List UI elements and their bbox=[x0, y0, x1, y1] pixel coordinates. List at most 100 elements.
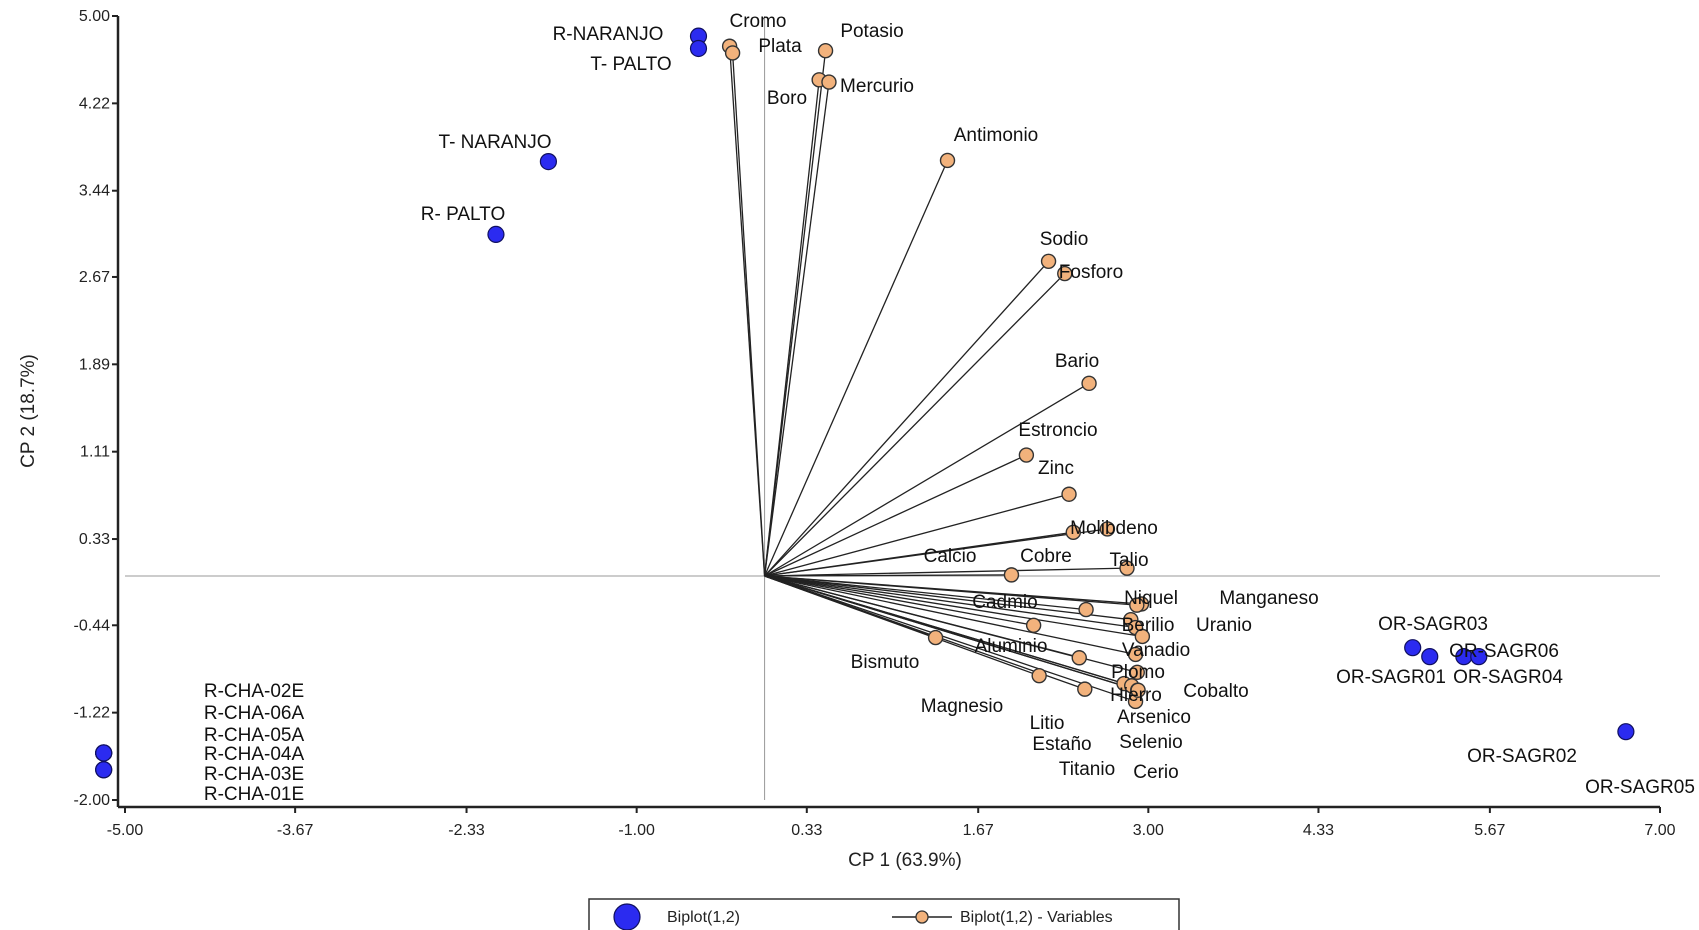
y-tick-label: 1.89 bbox=[79, 356, 110, 373]
variable-vector bbox=[764, 575, 1131, 621]
x-tick-label: 1.67 bbox=[963, 822, 994, 839]
variable-label: Calcio bbox=[924, 546, 977, 567]
variable-vector bbox=[764, 575, 1034, 626]
variable-marker bbox=[1003, 567, 1020, 583]
observation-marker bbox=[1470, 648, 1488, 666]
variable-marker bbox=[1129, 597, 1145, 613]
variable-vector bbox=[764, 575, 1087, 611]
variable-vector bbox=[764, 575, 1136, 656]
variable-marker bbox=[1129, 664, 1145, 681]
variable-vector bbox=[764, 567, 1128, 577]
variable-vector bbox=[764, 260, 1050, 577]
variable-label: Cobre bbox=[1020, 546, 1072, 567]
observation-label: OR-SAGR06 bbox=[1449, 641, 1559, 662]
y-tick-label: 1.11 bbox=[80, 444, 110, 461]
variable-marker bbox=[1018, 447, 1035, 463]
variable-label: Estaño bbox=[1032, 734, 1091, 755]
variable-vector bbox=[764, 575, 1136, 703]
variable-vector bbox=[764, 575, 1136, 629]
y-tick-label: 0.33 bbox=[79, 531, 110, 548]
variable-marker bbox=[1061, 486, 1077, 502]
variable-markers bbox=[721, 38, 1151, 710]
variable-label: Plomo bbox=[1111, 662, 1165, 683]
y-axis-title: CP 2 (18.7%) bbox=[18, 354, 39, 468]
observation-label: T- NARANJO bbox=[439, 132, 552, 153]
variable-vector bbox=[764, 273, 1066, 577]
variable-vector bbox=[764, 575, 1143, 638]
legend-label: Biplot(1,2) bbox=[667, 909, 740, 926]
observation-label: OR-SAGR02 bbox=[1467, 746, 1577, 767]
legend-label: Biplot(1,2) - Variables bbox=[960, 909, 1113, 926]
variable-label: Uranio bbox=[1196, 615, 1252, 636]
observation-marker bbox=[487, 225, 505, 243]
y-tick-label: -2.00 bbox=[74, 792, 111, 809]
observation-label: R-CHA-03E bbox=[204, 764, 304, 785]
observation-label: R-CHA-01E bbox=[204, 784, 304, 805]
observation-label: OR-SAGR01 bbox=[1336, 667, 1446, 688]
x-tick-label: 0.33 bbox=[791, 822, 822, 839]
observation-marker bbox=[1404, 639, 1422, 657]
legend-variable-marker bbox=[915, 910, 929, 924]
observation-label: R-CHA-02E bbox=[204, 681, 304, 702]
variable-label: Bario bbox=[1055, 351, 1099, 372]
variable-marker bbox=[1025, 617, 1042, 633]
variable-marker bbox=[1057, 265, 1073, 282]
variable-marker bbox=[724, 45, 741, 61]
variable-label: Cobalto bbox=[1183, 681, 1249, 702]
variable-marker bbox=[939, 152, 956, 169]
variable-label: Zinc bbox=[1038, 458, 1074, 479]
variable-marker bbox=[1134, 628, 1151, 645]
variable-marker bbox=[1081, 375, 1097, 392]
x-tick-label: 7.00 bbox=[1644, 822, 1675, 839]
variable-label: Molibdeno bbox=[1070, 518, 1158, 539]
y-tick-label: 4.22 bbox=[79, 95, 110, 112]
x-tick-label: -3.67 bbox=[277, 822, 314, 839]
variable-label: Berilio bbox=[1122, 615, 1175, 636]
variable-label: Antimonio bbox=[954, 125, 1039, 146]
variable-label: Cadmio bbox=[972, 592, 1037, 613]
variable-label: Boro bbox=[767, 88, 807, 109]
legend-observation-marker bbox=[613, 903, 641, 930]
variable-label: Talio bbox=[1109, 550, 1148, 571]
variable-marker bbox=[821, 74, 837, 90]
variable-marker bbox=[1078, 601, 1094, 618]
x-tick-label: -1.00 bbox=[618, 822, 655, 839]
observation-marker bbox=[95, 761, 113, 779]
variable-label: Cromo bbox=[729, 11, 786, 32]
variable-marker bbox=[817, 43, 834, 59]
variable-vector bbox=[764, 575, 1086, 690]
variable-label: Manganeso bbox=[1219, 588, 1318, 609]
variable-vector bbox=[764, 493, 1070, 577]
variable-marker bbox=[1119, 560, 1135, 576]
x-tick-label: -2.33 bbox=[448, 822, 485, 839]
x-axis-title: CP 1 (63.9%) bbox=[848, 850, 962, 871]
variable-marker bbox=[1071, 650, 1087, 666]
variable-label: Estroncio bbox=[1018, 420, 1097, 441]
observation-label: OR-SAGR05 bbox=[1585, 777, 1695, 798]
y-tick-label: -1.22 bbox=[74, 705, 111, 722]
observation-label: R- PALTO bbox=[421, 204, 505, 225]
y-axis: 5.00 4.22 3.44 2.67 1.89 1.11 0.33 -0.44 -1.22 -2… bbox=[74, 8, 120, 809]
x-tick-label: -5.00 bbox=[107, 822, 144, 839]
variable-marker bbox=[1031, 667, 1047, 684]
y-tick-label: 3.44 bbox=[79, 183, 110, 200]
variable-vector bbox=[764, 575, 1137, 606]
variable-label: Plata bbox=[758, 36, 802, 57]
variable-marker bbox=[927, 629, 944, 646]
variable-label: Vanadio bbox=[1122, 640, 1190, 661]
observation-markers bbox=[95, 27, 1635, 779]
observation-marker bbox=[1421, 648, 1439, 666]
variable-vectors bbox=[728, 46, 1143, 703]
variable-marker bbox=[1127, 646, 1144, 663]
legend-box bbox=[588, 898, 1180, 930]
variable-label: Fosforo bbox=[1059, 262, 1123, 283]
variable-vector bbox=[764, 454, 1027, 577]
y-tick-label: 2.67 bbox=[79, 269, 110, 286]
observation-marker bbox=[95, 744, 113, 762]
variable-marker bbox=[1065, 524, 1081, 541]
x-axis: -5.00 -3.67 -2.33 -1.00 0.33 1.67 3.00 4.33 5.67… bbox=[107, 805, 1676, 839]
variable-label: Litio bbox=[1030, 713, 1065, 734]
observation-label: R-CHA-05A bbox=[204, 725, 305, 746]
variable-labels: Cromo Plata Potasio Boro Mercurio Antimonio So… bbox=[729, 11, 1318, 783]
